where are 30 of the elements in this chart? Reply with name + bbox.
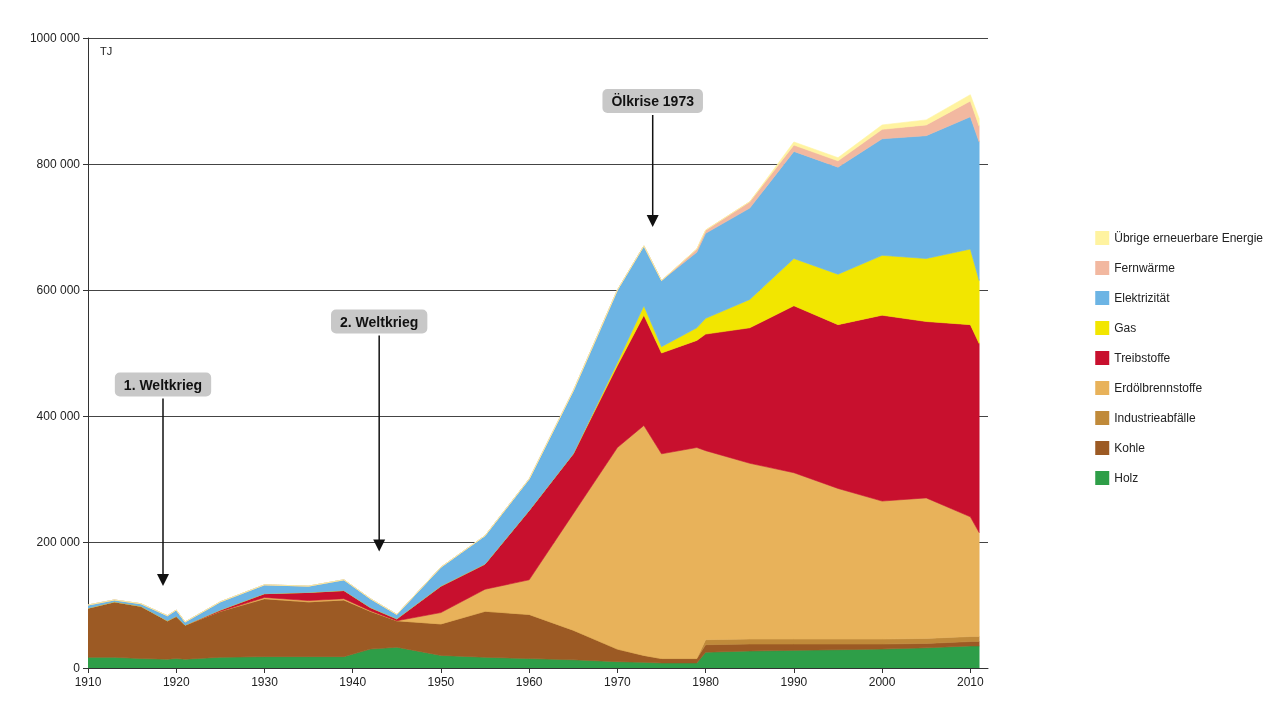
x-tick-label: 1970 (604, 675, 632, 689)
y-tick-label: 200 000 (36, 535, 81, 549)
x-tick-label: 1910 (74, 675, 102, 689)
y-tick-label: 0 (73, 661, 81, 675)
legend-label: Erdölbrennstoffe (1114, 381, 1203, 395)
x-tick-label: 1920 (162, 675, 190, 689)
x-tick-label: 1940 (339, 675, 367, 689)
x-tick-label: 1950 (427, 675, 455, 689)
legend-label: Kohle (1114, 441, 1146, 455)
legend-label: Übrige erneuerbare Energie (1114, 231, 1264, 245)
annotation: Ölkrise 1973 (611, 93, 695, 109)
x-tick-label: 1990 (780, 675, 808, 689)
legend-label: Treibstoffe (1114, 351, 1171, 365)
legend-label: Holz (1114, 471, 1139, 485)
x-tick-label: 1960 (515, 675, 543, 689)
legend-label: Fernwärme (1114, 261, 1176, 275)
x-tick-label: 1930 (251, 675, 279, 689)
x-tick-label: 2000 (868, 675, 896, 689)
y-tick-label: 1000 000 (29, 31, 81, 45)
x-tick-label: 2010 (957, 675, 985, 689)
annotation: 1. Weltkrieg (123, 376, 203, 393)
y-tick-label: 800 000 (36, 157, 81, 171)
x-tick-label: 1980 (692, 675, 720, 689)
legend-label: Elektrizität (1114, 291, 1171, 305)
y-tick-label: 600 000 (36, 283, 81, 297)
legend-label: Gas (1114, 321, 1137, 335)
y-axis-title: TJ (100, 44, 113, 57)
y-tick-label: 400 000 (36, 409, 81, 423)
annotation: 2. Weltkrieg (340, 313, 419, 330)
legend-label: Industrieabfälle (1114, 411, 1196, 425)
